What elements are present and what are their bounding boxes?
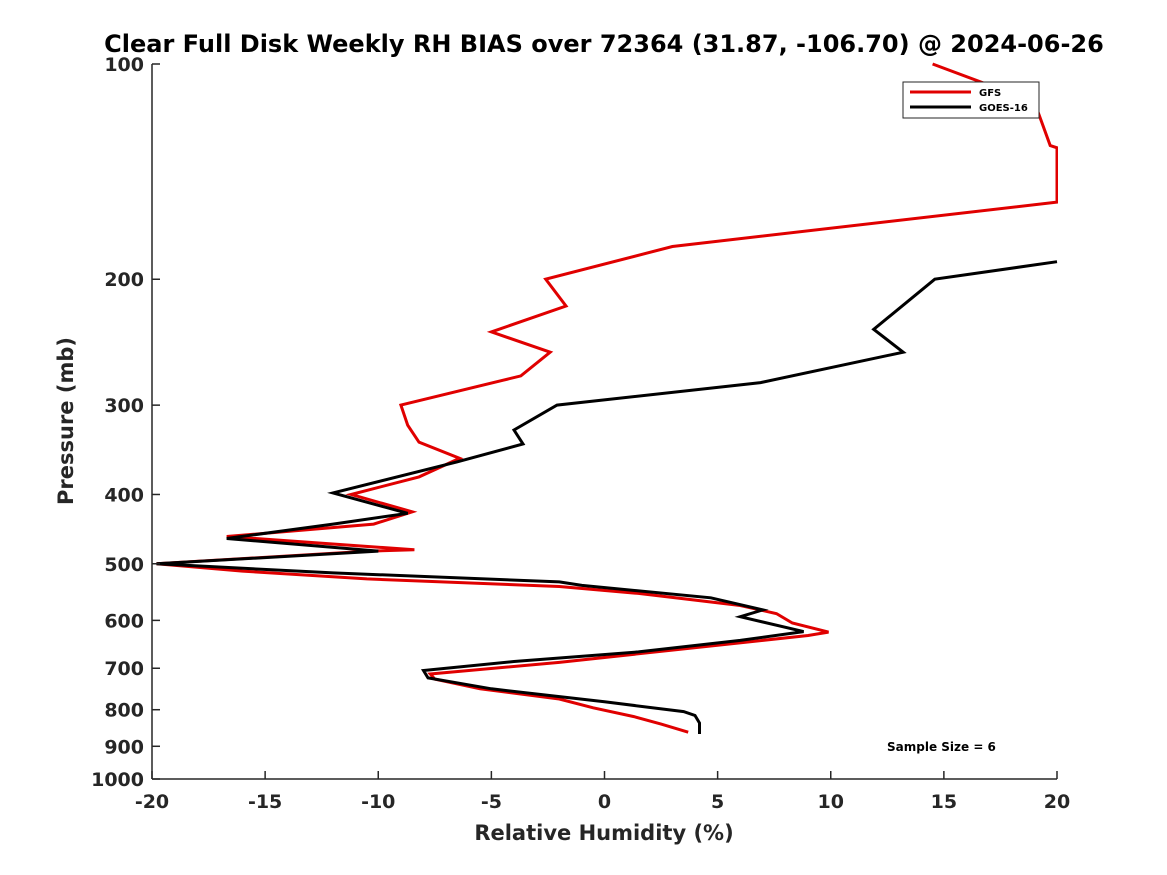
x-tick-label: -5 bbox=[481, 791, 502, 813]
legend-box bbox=[902, 81, 1040, 119]
series-line-goes16 bbox=[156, 260, 1058, 734]
chart-title: Clear Full Disk Weekly RH BIAS over 7236… bbox=[104, 30, 1104, 58]
legend: GFS GOES-16 bbox=[902, 81, 1040, 119]
y-axis-label: Pressure (mb) bbox=[54, 337, 78, 505]
x-axis-label: Relative Humidity (%) bbox=[474, 821, 733, 845]
x-ticks: -20 -15 -10 -5 0 5 10 15 20 bbox=[135, 771, 1070, 813]
legend-label-goes16: GOES-16 bbox=[979, 103, 1028, 114]
y-tick-label: 800 bbox=[104, 700, 144, 722]
y-tick-label: 900 bbox=[104, 736, 144, 758]
x-tick-label: -20 bbox=[135, 791, 169, 813]
x-tick-label: 5 bbox=[711, 791, 724, 813]
x-tick-label: -15 bbox=[248, 791, 282, 813]
x-tick-label: 10 bbox=[818, 791, 844, 813]
y-tick-label: 200 bbox=[104, 269, 144, 291]
y-tick-label: 1000 bbox=[91, 769, 144, 791]
x-tick-label: -10 bbox=[361, 791, 395, 813]
y-tick-label: 100 bbox=[104, 54, 144, 76]
y-tick-label: 300 bbox=[104, 395, 144, 417]
x-tick-label: 20 bbox=[1044, 791, 1070, 813]
x-tick-label: 15 bbox=[931, 791, 957, 813]
sample-size-annotation: Sample Size = 6 bbox=[887, 740, 996, 754]
y-ticks: 100 200 300 400 500 600 700 800 900 1000 bbox=[91, 54, 160, 791]
series-lines bbox=[156, 62, 1058, 734]
series-line-gfs bbox=[156, 62, 1058, 734]
y-tick-label: 500 bbox=[104, 554, 144, 576]
y-tick-label: 400 bbox=[104, 484, 144, 506]
y-tick-label: 600 bbox=[104, 610, 144, 632]
y-tick-label: 700 bbox=[104, 658, 144, 680]
legend-label-gfs: GFS bbox=[979, 88, 1001, 99]
x-tick-label: 0 bbox=[598, 791, 611, 813]
